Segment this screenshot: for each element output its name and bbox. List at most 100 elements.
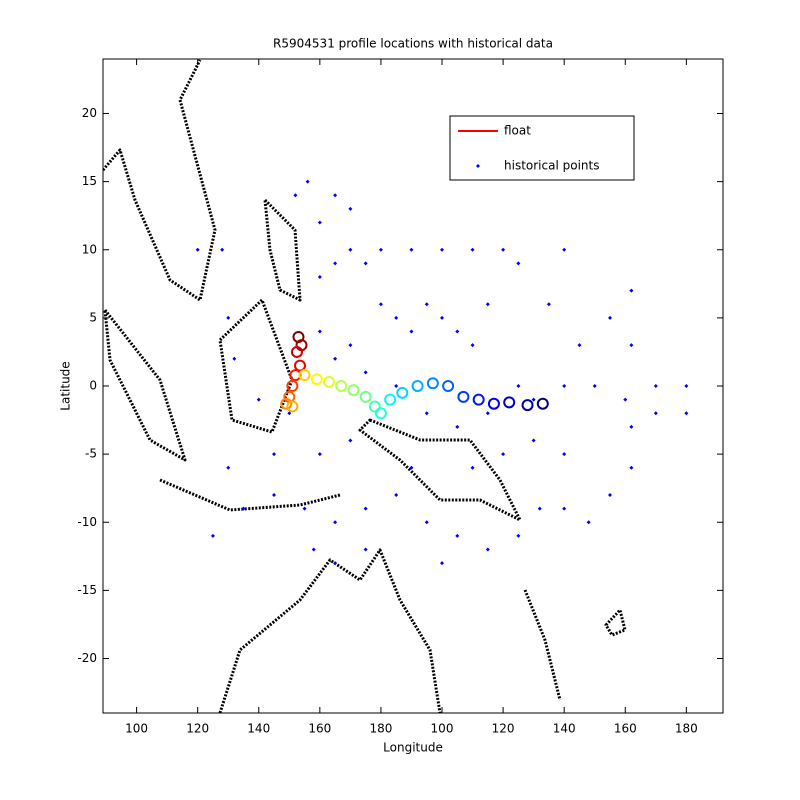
y-tick-label: -20 xyxy=(77,651,97,665)
x-tick-label: 160 xyxy=(308,722,331,736)
historical-point xyxy=(317,452,322,457)
historical-point xyxy=(333,561,338,566)
historical-point xyxy=(317,275,322,279)
float-point xyxy=(298,369,311,382)
historical-point xyxy=(333,261,338,266)
coastline xyxy=(103,59,217,302)
historical-point xyxy=(470,247,475,252)
historical-point xyxy=(311,547,316,552)
historical-point xyxy=(210,533,215,538)
y-tick-label: 5 xyxy=(89,310,97,324)
historical-point xyxy=(220,247,225,252)
float-point xyxy=(286,400,299,413)
historical-point xyxy=(516,261,521,266)
historical-point xyxy=(586,520,591,525)
historical-point xyxy=(293,193,298,198)
historical-point xyxy=(409,465,414,470)
historical-point xyxy=(409,329,414,334)
float-point xyxy=(280,397,293,410)
float-point xyxy=(310,373,323,386)
historical-point xyxy=(562,452,567,457)
historical-point xyxy=(317,220,322,225)
coastline xyxy=(358,418,522,522)
float-point xyxy=(335,380,348,392)
coastline xyxy=(218,548,442,713)
historical-point xyxy=(378,247,383,252)
historical-point xyxy=(232,356,237,361)
historical-point xyxy=(333,193,338,198)
float-point xyxy=(286,380,299,392)
float-point xyxy=(384,393,397,406)
historical-point xyxy=(226,315,231,320)
coastline xyxy=(523,589,562,701)
legend-box xyxy=(449,115,635,181)
historical-point xyxy=(256,397,261,402)
historical-point xyxy=(531,397,536,402)
historical-point xyxy=(684,411,689,416)
historical-point xyxy=(195,247,200,252)
legend-marker xyxy=(476,164,480,168)
historical-point xyxy=(577,343,582,348)
historical-point xyxy=(440,247,445,252)
chart-title: R5904531 profile locations with historic… xyxy=(273,37,553,51)
float-point xyxy=(347,384,360,397)
historical-point xyxy=(485,411,490,416)
historical-point xyxy=(333,520,338,525)
historical-point xyxy=(363,261,368,266)
historical-point xyxy=(440,561,445,566)
historical-point xyxy=(455,533,460,538)
historical-point xyxy=(455,424,460,429)
float-point xyxy=(536,397,549,410)
y-axis-label: Latitude xyxy=(59,361,73,410)
float-point xyxy=(426,377,439,390)
y-tick-label: -10 xyxy=(77,515,97,529)
historical-point xyxy=(363,370,368,375)
x-tick-label: 180 xyxy=(675,722,698,736)
historical-point xyxy=(317,329,322,334)
historical-point xyxy=(424,411,429,416)
historical-point xyxy=(378,302,383,307)
float-point xyxy=(374,407,387,420)
historical-point xyxy=(485,302,490,307)
coastline xyxy=(103,308,187,462)
x-tick-label: 100 xyxy=(125,722,148,736)
y-tick-label: 10 xyxy=(82,242,97,256)
historical-point xyxy=(629,343,634,348)
historical-point xyxy=(516,384,521,388)
float-point xyxy=(521,399,534,412)
historical-point xyxy=(241,506,246,511)
historical-point xyxy=(485,547,490,552)
historical-point xyxy=(470,343,475,348)
historical-point xyxy=(629,424,634,429)
historical-point xyxy=(363,547,368,552)
historical-point xyxy=(348,343,353,348)
historical-point xyxy=(302,506,307,511)
historical-point xyxy=(394,493,399,497)
float-point xyxy=(359,390,372,403)
x-axis-label: Longitude xyxy=(383,741,443,755)
float-point xyxy=(457,390,470,403)
x-tick-label: 160 xyxy=(614,722,637,736)
historical-point xyxy=(348,438,353,443)
historical-point xyxy=(562,247,567,252)
historical-point xyxy=(424,302,429,307)
float-point xyxy=(368,400,381,413)
historical-point xyxy=(537,506,542,511)
float-point xyxy=(290,345,303,358)
float-point xyxy=(293,359,306,372)
x-tick-label: 140 xyxy=(247,722,270,736)
x-tick-label: 100 xyxy=(431,722,454,736)
float-point xyxy=(472,393,485,406)
coastline xyxy=(159,478,341,512)
historical-point xyxy=(394,384,399,388)
historical-point xyxy=(440,315,445,320)
historical-point xyxy=(272,452,277,457)
float-point xyxy=(442,380,455,392)
coastline xyxy=(218,298,294,434)
historical-point xyxy=(333,356,338,361)
historical-point xyxy=(629,288,634,293)
x-tick-label: 120 xyxy=(492,722,515,736)
historical-point xyxy=(424,520,429,525)
historical-point xyxy=(623,397,628,402)
